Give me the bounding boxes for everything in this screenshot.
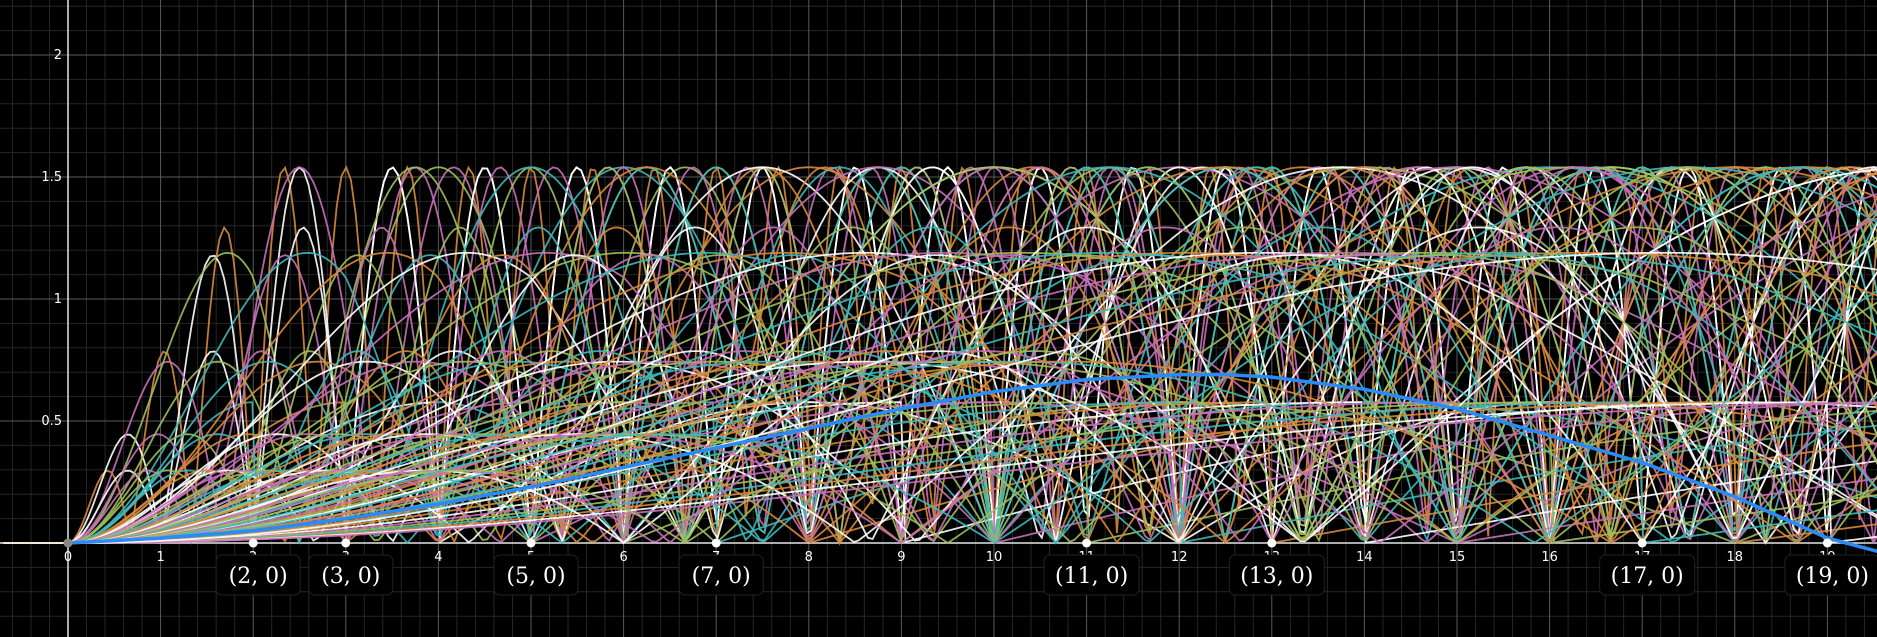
point-label-box-17 <box>1599 554 1696 596</box>
curve-family <box>3 164 1877 546</box>
family-curve-n15-m1 <box>3 401 1877 544</box>
point-3[interactable] <box>341 538 351 548</box>
y-tick-label-1: 1 <box>54 292 62 307</box>
family-curve-n16-m2 <box>3 166 1877 545</box>
point-label-box-19 <box>1784 554 1877 596</box>
family-curve-n19-m3 <box>3 254 1877 545</box>
family-curve-n14-m2 <box>3 166 1877 544</box>
family-curve-n7-m3 <box>3 166 1877 544</box>
point-label-7: (7, 0) <box>692 564 751 589</box>
family-curve-n7-m8 <box>3 166 1877 544</box>
y-tick-label-1.5: 1.5 <box>41 170 62 185</box>
points-layer <box>63 538 1832 548</box>
point-label-19: (19, 0) <box>1796 564 1869 589</box>
family-curve-n11-m3 <box>3 166 1877 545</box>
family-curve-n14-m1 <box>3 401 1877 544</box>
family-curve-n20-m5 <box>3 352 1877 544</box>
point-19[interactable] <box>1822 538 1832 548</box>
x-tick-label-12: 12 <box>1171 550 1188 565</box>
point-labels: (2, 0) (3, 0) (5, 0) (7, 0) (11, 0) (13, 0) (1… <box>215 554 1877 596</box>
family-curve-n15-m2 <box>3 166 1877 544</box>
x-tick-label-6: 6 <box>619 550 627 565</box>
point-label-box-13 <box>1228 554 1325 596</box>
x-tick-label-15: 15 <box>1449 550 1466 565</box>
x-tick-label-10: 10 <box>986 550 1003 565</box>
x-tick-label-0: 0 <box>64 550 72 565</box>
x-tick-label-18: 18 <box>1727 550 1744 565</box>
point-label-3: (3, 0) <box>321 564 380 589</box>
point-label-2: (2, 0) <box>229 564 288 589</box>
main-curve-layer <box>67 372 1877 554</box>
point-label-box-7 <box>678 554 764 596</box>
family-curve-n6-m2 <box>3 166 1877 544</box>
family-curve-n13-m8 <box>3 251 1877 544</box>
x-tick-label-9: 9 <box>897 550 905 565</box>
family-curve-n20-m3 <box>3 254 1877 544</box>
family-curve-n7-m5 <box>3 166 1877 544</box>
point-label-5: (5, 0) <box>506 564 565 589</box>
point-2[interactable] <box>248 538 258 548</box>
family-curve-n11-m2 <box>3 166 1877 546</box>
point-5[interactable] <box>526 538 536 548</box>
family-curve-n3-m1 <box>3 401 1877 545</box>
family-curve-n8-m5 <box>3 166 1877 544</box>
main-curve[interactable] <box>67 372 1877 554</box>
x-tick-label-14: 14 <box>1356 550 1373 565</box>
x-tick-label-16: 16 <box>1541 550 1558 565</box>
point-label-box-5 <box>493 554 579 596</box>
point-17[interactable] <box>1637 538 1647 548</box>
point-label-17: (17, 0) <box>1611 564 1684 589</box>
point-11[interactable] <box>1082 538 1092 548</box>
point-label-box-11 <box>1043 554 1140 596</box>
x-tick-label-1: 1 <box>156 550 164 565</box>
point-7[interactable] <box>711 538 721 548</box>
family-curve-n20-m1 <box>3 401 1877 544</box>
family-curve-n13-m1 <box>3 401 1877 545</box>
family-curve-n16-m1 <box>3 401 1877 544</box>
y-tick-label-0.5: 0.5 <box>41 414 62 429</box>
origin-point[interactable] <box>63 538 73 548</box>
point-13[interactable] <box>1267 538 1277 548</box>
family-curve-n19-m5 <box>3 290 1877 544</box>
point-label-11: (11, 0) <box>1055 564 1128 589</box>
family-curve-n18-m5 <box>3 236 1877 544</box>
family-curve-n20-m2 <box>3 226 1877 544</box>
point-label-box-3 <box>308 554 394 596</box>
family-curve-n18-m2 <box>3 226 1877 544</box>
point-label-13: (13, 0) <box>1240 564 1313 589</box>
point-label-box-2 <box>215 554 301 596</box>
family-curve-n20-m8 <box>3 251 1877 544</box>
x-tick-label-8: 8 <box>805 550 813 565</box>
family-curve-n5-m2 <box>3 166 1877 544</box>
x-tick-label-4: 4 <box>434 550 442 565</box>
y-tick-label-2: 2 <box>54 48 62 63</box>
family-curve-n19-m2 <box>3 226 1877 544</box>
